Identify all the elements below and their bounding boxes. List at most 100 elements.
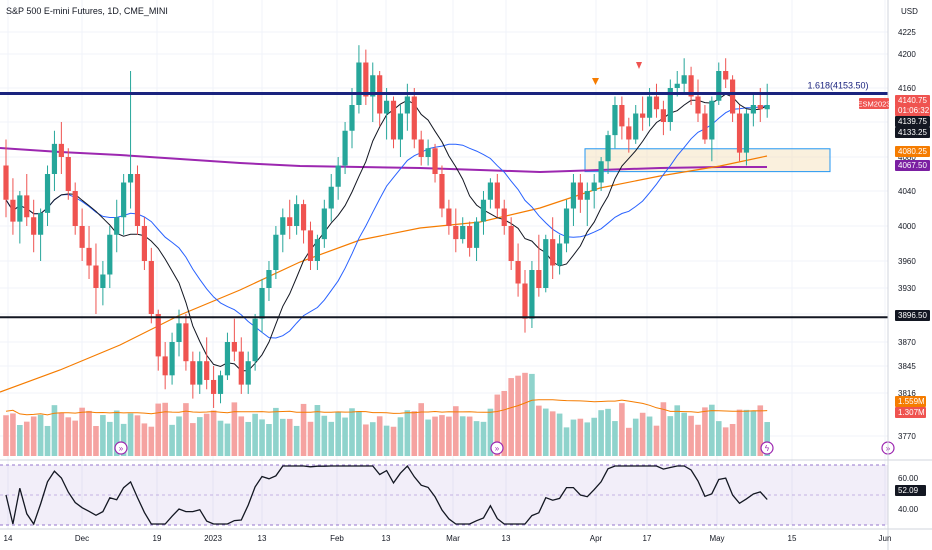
candle-body — [287, 217, 293, 226]
candle-body — [591, 182, 597, 191]
volume-bar — [577, 418, 584, 456]
candle-body — [328, 186, 334, 209]
symbol-price-tag: ESM2023 — [858, 98, 890, 109]
volume-bar — [453, 406, 459, 456]
candle-body — [162, 356, 168, 376]
svg-text:4140.75: 4140.75 — [898, 96, 927, 105]
candle-body — [508, 226, 514, 261]
candle-body — [730, 79, 736, 114]
rsi-tick-label: 40.00 — [898, 505, 919, 514]
volume-bar — [702, 407, 708, 456]
svg-text:4133.25: 4133.25 — [898, 128, 927, 137]
volume-bar — [203, 413, 210, 456]
volume-bar — [563, 427, 570, 456]
volume-bar — [148, 426, 155, 456]
svg-text:»: » — [119, 444, 124, 453]
volume-bar — [356, 411, 362, 456]
time-tick-label: Dec — [75, 534, 89, 543]
candle-body — [646, 96, 653, 118]
candle-body — [446, 208, 452, 226]
price-axis[interactable]: 4225420041604120408040404000396039303900… — [898, 28, 916, 441]
volume-bar — [709, 404, 715, 456]
currency-label: USD — [901, 7, 918, 16]
candle-body — [384, 100, 390, 114]
volume-bar — [515, 375, 521, 456]
price-tag: 01:06:32 — [895, 105, 930, 116]
candle-body — [335, 165, 341, 187]
candle-body — [494, 182, 500, 209]
candle-body — [190, 361, 196, 385]
volume-bar — [632, 418, 639, 456]
volume-bar — [556, 413, 563, 456]
volume-bar — [729, 423, 736, 456]
price-tag: 4140.75 — [895, 95, 930, 106]
candle-body — [397, 113, 404, 140]
volume-bar — [72, 420, 78, 456]
candle-body — [93, 265, 99, 288]
candle-body — [390, 100, 397, 140]
candle-body — [342, 130, 348, 166]
candle-body — [584, 191, 590, 200]
candle-body — [653, 96, 660, 110]
candle-body — [65, 157, 71, 191]
volume-bar — [667, 416, 674, 456]
volume-bar — [217, 420, 224, 456]
candle-body — [176, 323, 182, 342]
volume-bar — [653, 425, 660, 456]
volume-bar — [79, 407, 85, 456]
volume-bar — [570, 419, 577, 456]
earnings-bolt-icon[interactable]: ϟ — [760, 441, 774, 455]
volume-bar — [542, 408, 549, 456]
volume-bar — [280, 418, 286, 456]
chart-title[interactable]: S&P 500 E-mini Futures, 1D, CME_MINI — [6, 6, 168, 16]
candle-body — [370, 75, 376, 97]
price-tick-label: 4000 — [898, 222, 916, 231]
time-tick-label: 13 — [382, 534, 391, 543]
candle-body — [183, 323, 189, 362]
volume-bar — [44, 425, 51, 456]
volume-bar — [100, 415, 106, 456]
candle-body — [273, 234, 279, 270]
volume-bar — [183, 403, 189, 456]
volume-bar — [404, 410, 411, 456]
candle-body — [674, 83, 680, 88]
candle-body — [404, 96, 410, 114]
candle-body — [363, 62, 369, 97]
candle-body — [460, 226, 466, 240]
candle-body — [515, 261, 521, 284]
time-axis[interactable]: 14 Dec 19 2023 13 Feb 13 Mar 13 Apr 17 May 15 Jun — [4, 534, 892, 543]
volume-bar — [210, 410, 217, 456]
time-tick-label: May — [709, 534, 724, 543]
candle-body — [598, 161, 604, 183]
volume-bars — [3, 372, 770, 456]
candle-body — [217, 375, 224, 394]
candle-body — [660, 109, 666, 122]
volume-bar — [273, 407, 279, 456]
event-icon-2[interactable]: » — [490, 441, 504, 455]
time-tick-label: Mar — [446, 534, 460, 543]
volume-bar — [3, 415, 9, 456]
volume-bar — [549, 411, 556, 456]
volume-bar — [328, 421, 335, 456]
candle-body — [543, 239, 549, 288]
volume-bar — [321, 415, 328, 456]
rsi-line — [5, 464, 768, 526]
candle-body — [473, 221, 480, 248]
event-icon-1[interactable]: » — [114, 441, 128, 455]
volume-bar — [681, 412, 687, 456]
candle-body — [716, 71, 722, 101]
candle-body — [307, 230, 314, 261]
candle-body — [349, 105, 355, 131]
candle-body — [211, 379, 217, 394]
volume-bar — [529, 373, 535, 456]
svg-text:3896.50: 3896.50 — [898, 311, 927, 320]
volume-bar — [598, 410, 604, 456]
volume-bar — [397, 417, 404, 456]
volume-bar — [757, 405, 764, 456]
price-tick-label: 3845 — [898, 362, 916, 371]
candle-body — [31, 217, 37, 235]
time-tick-label: 14 — [4, 534, 13, 543]
candle-body — [425, 148, 431, 157]
